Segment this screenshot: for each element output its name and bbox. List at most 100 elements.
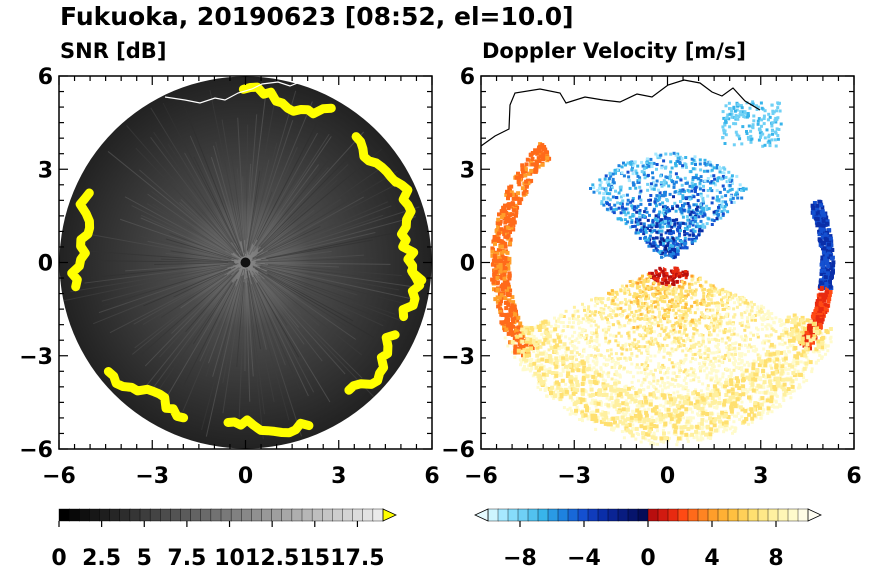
doppler-speck bbox=[674, 316, 678, 320]
doppler-speck bbox=[823, 236, 828, 241]
doppler-speck bbox=[775, 117, 779, 121]
doppler-speck bbox=[504, 259, 509, 264]
doppler-speck bbox=[585, 402, 589, 406]
doppler-speck bbox=[624, 207, 627, 211]
doppler-speck bbox=[628, 400, 632, 404]
doppler-speck bbox=[711, 314, 715, 318]
doppler-speck bbox=[638, 277, 642, 281]
doppler-speck bbox=[756, 328, 760, 332]
doppler-speck bbox=[698, 187, 702, 191]
doppler-speck bbox=[631, 197, 635, 200]
doppler-speck bbox=[676, 362, 680, 365]
doppler-speck bbox=[606, 298, 610, 301]
doppler-speck bbox=[710, 286, 714, 290]
doppler-speck bbox=[615, 373, 619, 377]
doppler-speck bbox=[651, 373, 655, 377]
doppler-speck bbox=[786, 392, 790, 395]
doppler-speck bbox=[737, 362, 741, 366]
doppler-speck bbox=[640, 316, 644, 320]
doppler-speck bbox=[580, 382, 585, 386]
doppler-speck bbox=[681, 349, 685, 353]
doppler-speck bbox=[597, 343, 601, 347]
doppler-speck bbox=[586, 360, 590, 364]
doppler-speck bbox=[744, 338, 748, 342]
doppler-speck bbox=[669, 353, 673, 357]
doppler-speck bbox=[696, 199, 700, 203]
doppler-speck bbox=[583, 308, 586, 312]
doppler-speck bbox=[640, 345, 644, 349]
snr-streak bbox=[142, 274, 225, 326]
doppler-speck bbox=[674, 348, 678, 352]
doppler-speck bbox=[822, 294, 827, 299]
doppler-speck bbox=[541, 341, 546, 346]
doppler-speck bbox=[652, 223, 656, 227]
doppler-speck bbox=[685, 333, 688, 337]
doppler-speck bbox=[503, 320, 508, 324]
doppler-speck bbox=[731, 296, 735, 300]
doppler-speck bbox=[683, 319, 687, 323]
doppler-speck bbox=[662, 404, 666, 408]
doppler-speck bbox=[757, 138, 761, 142]
doppler-speck bbox=[660, 252, 664, 256]
doppler-speck bbox=[644, 361, 648, 365]
doppler-speck bbox=[717, 348, 721, 352]
doppler-speck bbox=[655, 230, 659, 234]
doppler-speck bbox=[655, 222, 659, 225]
doppler-speck bbox=[706, 177, 710, 180]
doppler-speck bbox=[673, 336, 677, 340]
doppler-speck bbox=[599, 308, 603, 312]
doppler-speck bbox=[619, 289, 623, 293]
doppler-speck bbox=[825, 271, 830, 276]
doppler-speck bbox=[707, 347, 711, 351]
doppler-speck bbox=[688, 347, 692, 351]
doppler-speck bbox=[695, 235, 698, 239]
doppler-speck bbox=[662, 417, 666, 421]
snr-streak bbox=[257, 164, 349, 251]
doppler-speck bbox=[644, 287, 648, 291]
doppler-speck bbox=[715, 164, 719, 167]
doppler-speck bbox=[649, 324, 652, 328]
snr-streak bbox=[254, 101, 313, 239]
doppler-speck bbox=[659, 267, 663, 271]
doppler-speck bbox=[518, 321, 523, 326]
doppler-speck bbox=[820, 205, 825, 210]
doppler-speck bbox=[704, 345, 707, 349]
doppler-speck bbox=[818, 295, 823, 299]
doppler-speck bbox=[743, 343, 747, 347]
doppler-speck bbox=[508, 322, 513, 326]
doppler-speck bbox=[623, 289, 627, 293]
doppler-speck bbox=[801, 369, 805, 373]
doppler-speck bbox=[597, 187, 601, 190]
doppler-speck bbox=[823, 343, 827, 347]
snr-streak bbox=[257, 277, 300, 328]
doppler-speck bbox=[659, 237, 663, 241]
doppler-speck bbox=[628, 318, 632, 322]
doppler-speck bbox=[642, 326, 645, 330]
doppler-speck bbox=[724, 312, 728, 316]
doppler-speck bbox=[709, 323, 713, 327]
doppler-speck bbox=[707, 340, 711, 344]
doppler-speck bbox=[619, 314, 623, 318]
doppler-speck bbox=[664, 248, 668, 252]
doppler-speck bbox=[632, 387, 636, 391]
doppler-speck bbox=[643, 176, 647, 180]
doppler-speck bbox=[732, 200, 736, 204]
doppler-speck bbox=[617, 206, 621, 210]
doppler-speck bbox=[654, 279, 658, 283]
doppler-speck bbox=[609, 348, 613, 352]
doppler-speck bbox=[666, 318, 670, 322]
snr-streak bbox=[193, 156, 241, 251]
doppler-speck bbox=[536, 364, 540, 368]
doppler-speck bbox=[759, 135, 762, 139]
doppler-speck bbox=[573, 377, 578, 382]
doppler-speck bbox=[721, 291, 724, 295]
doppler-speck bbox=[500, 287, 505, 292]
snr-streak bbox=[260, 277, 374, 398]
doppler-speck bbox=[673, 330, 677, 334]
doppler-speck bbox=[704, 280, 708, 284]
doppler-speck bbox=[661, 277, 665, 281]
doppler-speck bbox=[670, 377, 674, 381]
doppler-speck bbox=[681, 306, 684, 309]
doppler-speck bbox=[739, 312, 743, 316]
doppler-speck bbox=[559, 359, 563, 362]
